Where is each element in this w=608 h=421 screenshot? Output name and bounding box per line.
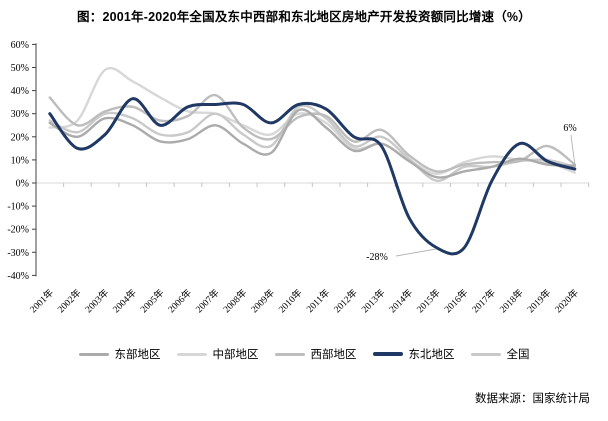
year-label: 2010年 <box>276 286 305 315</box>
legend-label: 中部地区 <box>212 349 259 361</box>
y-tick-label: -10% <box>7 202 29 213</box>
chart-legend: 东部地区 中部地区 西部地区 东北地区 全国 <box>0 346 608 362</box>
annotation-leader-0 <box>570 134 576 167</box>
year-label: 2018年 <box>497 286 526 315</box>
y-tick-label: 10% <box>11 155 29 166</box>
y-tick-label: 30% <box>11 109 29 120</box>
year-label: 2005年 <box>138 286 167 315</box>
legend-swatch-icon <box>176 352 207 356</box>
year-label: 2020年 <box>552 286 581 315</box>
y-tick-label: -20% <box>7 225 29 236</box>
year-label: 2002年 <box>55 286 84 315</box>
legend-item-2: 西部地区 <box>274 346 357 362</box>
year-label: 2016年 <box>442 286 471 315</box>
legend-item-1: 中部地区 <box>176 346 259 362</box>
legend-label: 全国 <box>506 349 530 361</box>
y-tick-label: 0% <box>16 179 29 190</box>
annotation-label-1: -28% <box>366 252 388 263</box>
year-label: 2003年 <box>83 286 112 315</box>
series-line-3 <box>48 97 577 256</box>
year-label: 2004年 <box>110 286 139 315</box>
legend-swatch-icon <box>78 352 109 356</box>
series-line-2 <box>48 93 576 173</box>
series-line-1 <box>48 67 576 176</box>
year-label: 2006年 <box>165 286 194 315</box>
legend-swatch-icon <box>274 352 305 356</box>
annotation-leader-1 <box>395 248 437 257</box>
data-source-note: 数据来源：国家统计局 <box>475 393 590 405</box>
chart-area: 60% 50% 40% 30% 20% 10% 0% -10% -20% -30% -40% 2001… <box>0 35 608 335</box>
year-label: 2015年 <box>414 286 443 315</box>
y-tick-label: 40% <box>11 86 29 97</box>
legend-item-3: 东北地区 <box>372 346 455 362</box>
legend-label: 西部地区 <box>310 349 357 361</box>
annotation-label-0: 6% <box>563 123 576 134</box>
legend-item-0: 东部地区 <box>78 346 161 362</box>
y-tick-label: 50% <box>11 63 29 74</box>
legend-swatch-icon <box>372 352 403 356</box>
legend-label: 东部地区 <box>114 349 161 361</box>
y-tick-label: 20% <box>11 132 29 143</box>
y-tick-label: -30% <box>7 248 29 259</box>
legend-swatch-icon <box>470 352 501 356</box>
year-label: 2014年 <box>386 286 415 315</box>
year-label: 2019年 <box>525 286 554 315</box>
year-label: 2012年 <box>331 286 360 315</box>
year-label: 2013年 <box>359 286 388 315</box>
year-label: 2017年 <box>469 286 498 315</box>
year-label: 2001年 <box>27 286 56 315</box>
line-chart: 60% 50% 40% 30% 20% 10% 0% -10% -20% -30% -40% 2001… <box>7 40 590 315</box>
legend-item-4: 全国 <box>470 346 530 362</box>
y-tick-label: -40% <box>7 271 29 282</box>
chart-title: 图：2001年-2020年全国及东中西部和东北地区房地产开发投资额同比增速（%） <box>77 10 531 24</box>
legend-label: 东北地区 <box>408 349 455 361</box>
year-label: 2011年 <box>304 286 333 315</box>
y-tick-label: 60% <box>11 40 29 51</box>
year-label: 2007年 <box>193 286 222 315</box>
series-line-0 <box>48 108 576 179</box>
year-label: 2009年 <box>248 286 277 315</box>
series-line-4 <box>48 104 576 182</box>
year-label: 2008年 <box>221 286 250 315</box>
